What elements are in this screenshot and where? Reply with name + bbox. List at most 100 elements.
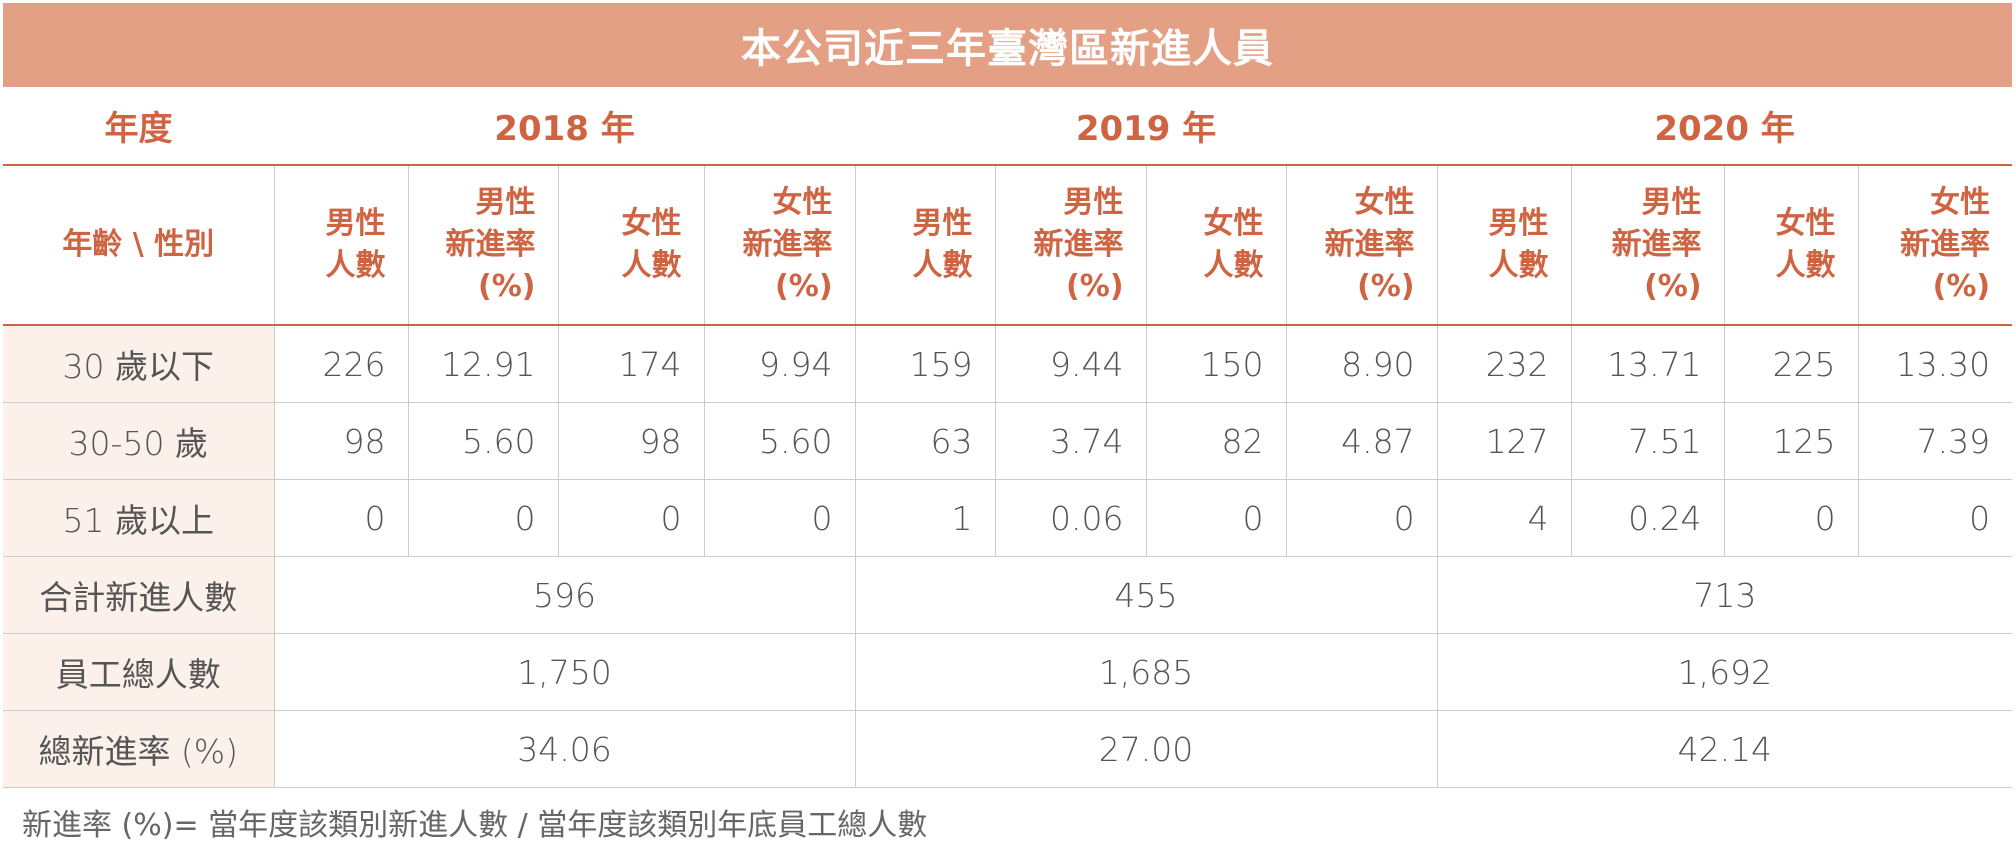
total-cell: 455 [855, 556, 1438, 634]
header-line: 人數 [1488, 248, 1549, 283]
female-rate-header: 女性 新進率 (%) [1286, 165, 1438, 326]
header-line: 人數 [1775, 248, 1836, 283]
total-row: 合計新進人數 596 455 713 [3, 556, 2013, 634]
header-line: 女性 [621, 206, 682, 241]
table-cell: 7.51 [1571, 402, 1725, 480]
table-cell: 232 [1437, 325, 1572, 403]
footnote: 新進率 (%)= 當年度該類別新進人數 / 當年度該類別年底員工總人數 [22, 808, 928, 843]
table-cell: 82 [1146, 402, 1287, 480]
header-line: 人數 [912, 248, 973, 283]
header-line: 新進率 [1611, 227, 1702, 262]
table-cell: 1 [855, 479, 996, 557]
table-cell: 3.74 [995, 402, 1147, 480]
total-cell: 34.06 [274, 710, 856, 788]
female-rate-header: 女性新進率 (%) [1858, 165, 2013, 326]
male-rate-header: 男性新進率 (%) [1571, 165, 1725, 326]
table-cell: 0 [704, 479, 856, 557]
total-row-label: 合計新進人數 [3, 556, 275, 634]
header-line: 男性 [1641, 185, 1702, 220]
table-title: 本公司近三年臺灣區新進人員 [3, 3, 2012, 87]
total-cell: 1,692 [1437, 633, 2013, 711]
new-hires-table: 年度 2018 年 2019 年 2020 年 年齡 \ 性別 男性 人數 男性 新進… [3, 87, 2013, 788]
table-cell: 12.91 [408, 325, 559, 403]
total-cell: 1,750 [274, 633, 856, 711]
female-count-header: 女性 人數 [1146, 165, 1287, 326]
year-2019: 2019 年 [855, 87, 1438, 166]
header-line: 新進率 [742, 227, 833, 262]
table-cell: 0 [408, 479, 559, 557]
header-line: 新進率 [1033, 227, 1124, 262]
table-cell: 5.60 [704, 402, 856, 480]
table-cell: 13.30 [1858, 325, 2013, 403]
table-cell: 9.94 [704, 325, 856, 403]
age-gender-label: 年齡 \ 性別 [3, 165, 275, 326]
total-row-label: 總新進率 (%) [3, 710, 275, 788]
female-count-header: 女性 人數 [1724, 165, 1859, 326]
header-line: 女性 [1203, 206, 1264, 241]
table-cell: 226 [274, 325, 409, 403]
male-count-header: 男性 人數 [1437, 165, 1572, 326]
year-header-row: 年度 2018 年 2019 年 2020 年 [3, 87, 2013, 166]
row-label: 30-50 歲 [3, 402, 275, 480]
table-cell: 4 [1437, 479, 1572, 557]
header-line: 男性 [1488, 206, 1549, 241]
header-line: 男性 [475, 185, 536, 220]
table-cell: 0.06 [995, 479, 1147, 557]
table-cell: 5.60 [408, 402, 559, 480]
male-rate-header: 男性新進率 (%) [995, 165, 1147, 326]
header-line: 人數 [621, 248, 682, 283]
total-cell: 713 [1437, 556, 2013, 634]
table-cell: 0 [1858, 479, 2013, 557]
header-line: 新進率 [1324, 227, 1415, 262]
total-row: 總新進率 (%) 34.06 27.00 42.14 [3, 710, 2013, 788]
table-cell: 9.44 [995, 325, 1147, 403]
total-row: 員工總人數 1,750 1,685 1,692 [3, 633, 2013, 711]
header-line: 男性 [325, 206, 386, 241]
header-line: 人數 [1203, 248, 1264, 283]
header-line: (%) [478, 269, 536, 304]
total-cell: 42.14 [1437, 710, 2013, 788]
table-cell: 8.90 [1286, 325, 1438, 403]
table-cell: 174 [558, 325, 705, 403]
column-header-row: 年齡 \ 性別 男性 人數 男性 新進率 (%) 女性 人數 女性 新進率 (%) 男性 人數 男性 新進… [3, 165, 2013, 326]
total-cell: 596 [274, 556, 856, 634]
male-count-header: 男性 人數 [855, 165, 996, 326]
table-cell: 7.39 [1858, 402, 2013, 480]
total-cell: 1,685 [855, 633, 1438, 711]
header-line: 人數 [325, 248, 386, 283]
table-cell: 98 [558, 402, 705, 480]
total-row-label: 員工總人數 [3, 633, 275, 711]
header-line: 新進率 [445, 227, 536, 262]
table-cell: 150 [1146, 325, 1287, 403]
header-line: (%) [1644, 269, 1702, 304]
table-cell: 159 [855, 325, 996, 403]
table-cell: 0.24 [1571, 479, 1725, 557]
year-2018: 2018 年 [274, 87, 856, 166]
header-line: (%) [1932, 269, 1991, 304]
header-line: 新進率 [1900, 227, 1991, 262]
row-label: 30 歲以下 [3, 325, 275, 403]
header-line: 女性 [1930, 185, 1991, 220]
male-rate-header: 男性新進率 (%) [408, 165, 559, 326]
header-line: 男性 [912, 206, 973, 241]
table-cell: 13.71 [1571, 325, 1725, 403]
female-count-header: 女性 人數 [558, 165, 705, 326]
header-line: 男性 [1063, 185, 1124, 220]
table-cell: 0 [558, 479, 705, 557]
table-cell: 63 [855, 402, 996, 480]
year-2020: 2020 年 [1437, 87, 2013, 166]
table-cell: 0 [274, 479, 409, 557]
header-line: (%) [1066, 269, 1124, 304]
table-cell: 225 [1724, 325, 1859, 403]
row-label: 51 歲以上 [3, 479, 275, 557]
female-rate-header: 女性 新進率 (%) [704, 165, 856, 326]
table-cell: 0 [1286, 479, 1438, 557]
table-row: 30 歲以下 226 12.91 174 9.94 159 9.44 150 8.90 232 13… [3, 325, 2013, 403]
table-cell: 4.87 [1286, 402, 1438, 480]
header-line: 女性 [772, 185, 833, 220]
table-row: 30-50 歲 98 5.60 98 5.60 63 3.74 82 4.87 127 7.51 12… [3, 402, 2013, 480]
total-cell: 27.00 [855, 710, 1438, 788]
table-cell: 125 [1724, 402, 1859, 480]
header-line: 女性 [1354, 185, 1415, 220]
header-line: 女性 [1775, 206, 1836, 241]
